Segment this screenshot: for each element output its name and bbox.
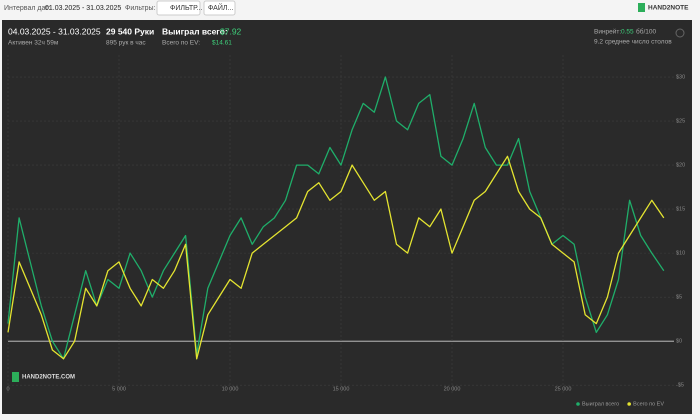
legend-marker bbox=[627, 402, 631, 406]
ev-value: $14.61 bbox=[212, 40, 232, 47]
winrate-label: Винрейт: bbox=[594, 28, 621, 36]
logo-icon bbox=[638, 3, 645, 12]
hands-per-hour: 895 рук в час bbox=[106, 40, 146, 47]
legend-label: Выиграл всего bbox=[582, 401, 619, 407]
ev-label: Всего по EV: bbox=[162, 40, 200, 47]
won-label: Выиграл всего: bbox=[162, 26, 228, 36]
chart-panel bbox=[2, 20, 692, 414]
settings-icon[interactable] bbox=[675, 28, 685, 38]
x-tick-label: 5 000 bbox=[112, 386, 126, 392]
y-tick-label: $0 bbox=[676, 339, 682, 345]
y-tick-label: $10 bbox=[676, 251, 685, 257]
x-tick-label: 15 000 bbox=[333, 386, 350, 392]
x-tick-label: 10 000 bbox=[222, 386, 239, 392]
winrate-value: 0.55 bbox=[621, 29, 634, 36]
active: Активен 32ч 59м bbox=[8, 40, 59, 47]
series-line bbox=[7, 76, 665, 360]
legend-marker bbox=[576, 402, 580, 406]
tables: 9.2 среднее число столов bbox=[594, 39, 672, 46]
filter-button[interactable] bbox=[156, 0, 201, 16]
watermark: HAND2NOTE.COM bbox=[22, 375, 75, 381]
logo: HAND2NOTE bbox=[648, 5, 689, 12]
watermark-icon bbox=[12, 372, 19, 382]
won-value: $7.92 bbox=[220, 26, 242, 36]
y-tick-label: $5 bbox=[676, 295, 682, 301]
x-tick-label: 25 000 bbox=[555, 386, 572, 392]
series-line bbox=[7, 155, 665, 360]
filters-label: Фильтры: bbox=[125, 5, 156, 12]
winrate-unit: бб/100 bbox=[636, 28, 656, 36]
y-tick-label: $30 bbox=[676, 74, 685, 80]
y-tick-label: $20 bbox=[676, 163, 685, 169]
y-tick-label: $25 bbox=[676, 118, 685, 124]
file-button-text[interactable]: ФАЙЛ... bbox=[208, 3, 233, 12]
hands: 29 540 Руки bbox=[106, 26, 154, 36]
x-tick-label: 0 bbox=[6, 386, 9, 392]
x-tick-label: 20 000 bbox=[444, 386, 461, 392]
period: 04.03.2025 - 31.03.2025 bbox=[8, 26, 101, 36]
file-button[interactable] bbox=[203, 0, 236, 16]
y-tick-label: -$5 bbox=[676, 383, 684, 389]
filter-button-text[interactable]: ФИЛЬТР... bbox=[170, 5, 202, 12]
y-tick-label: $15 bbox=[676, 207, 685, 213]
date-label: Интервал дат: bbox=[4, 5, 50, 12]
legend-label: Всего по EV bbox=[633, 401, 664, 407]
date-range[interactable]: 01.03.2025 - 31.03.2025 bbox=[45, 5, 121, 12]
